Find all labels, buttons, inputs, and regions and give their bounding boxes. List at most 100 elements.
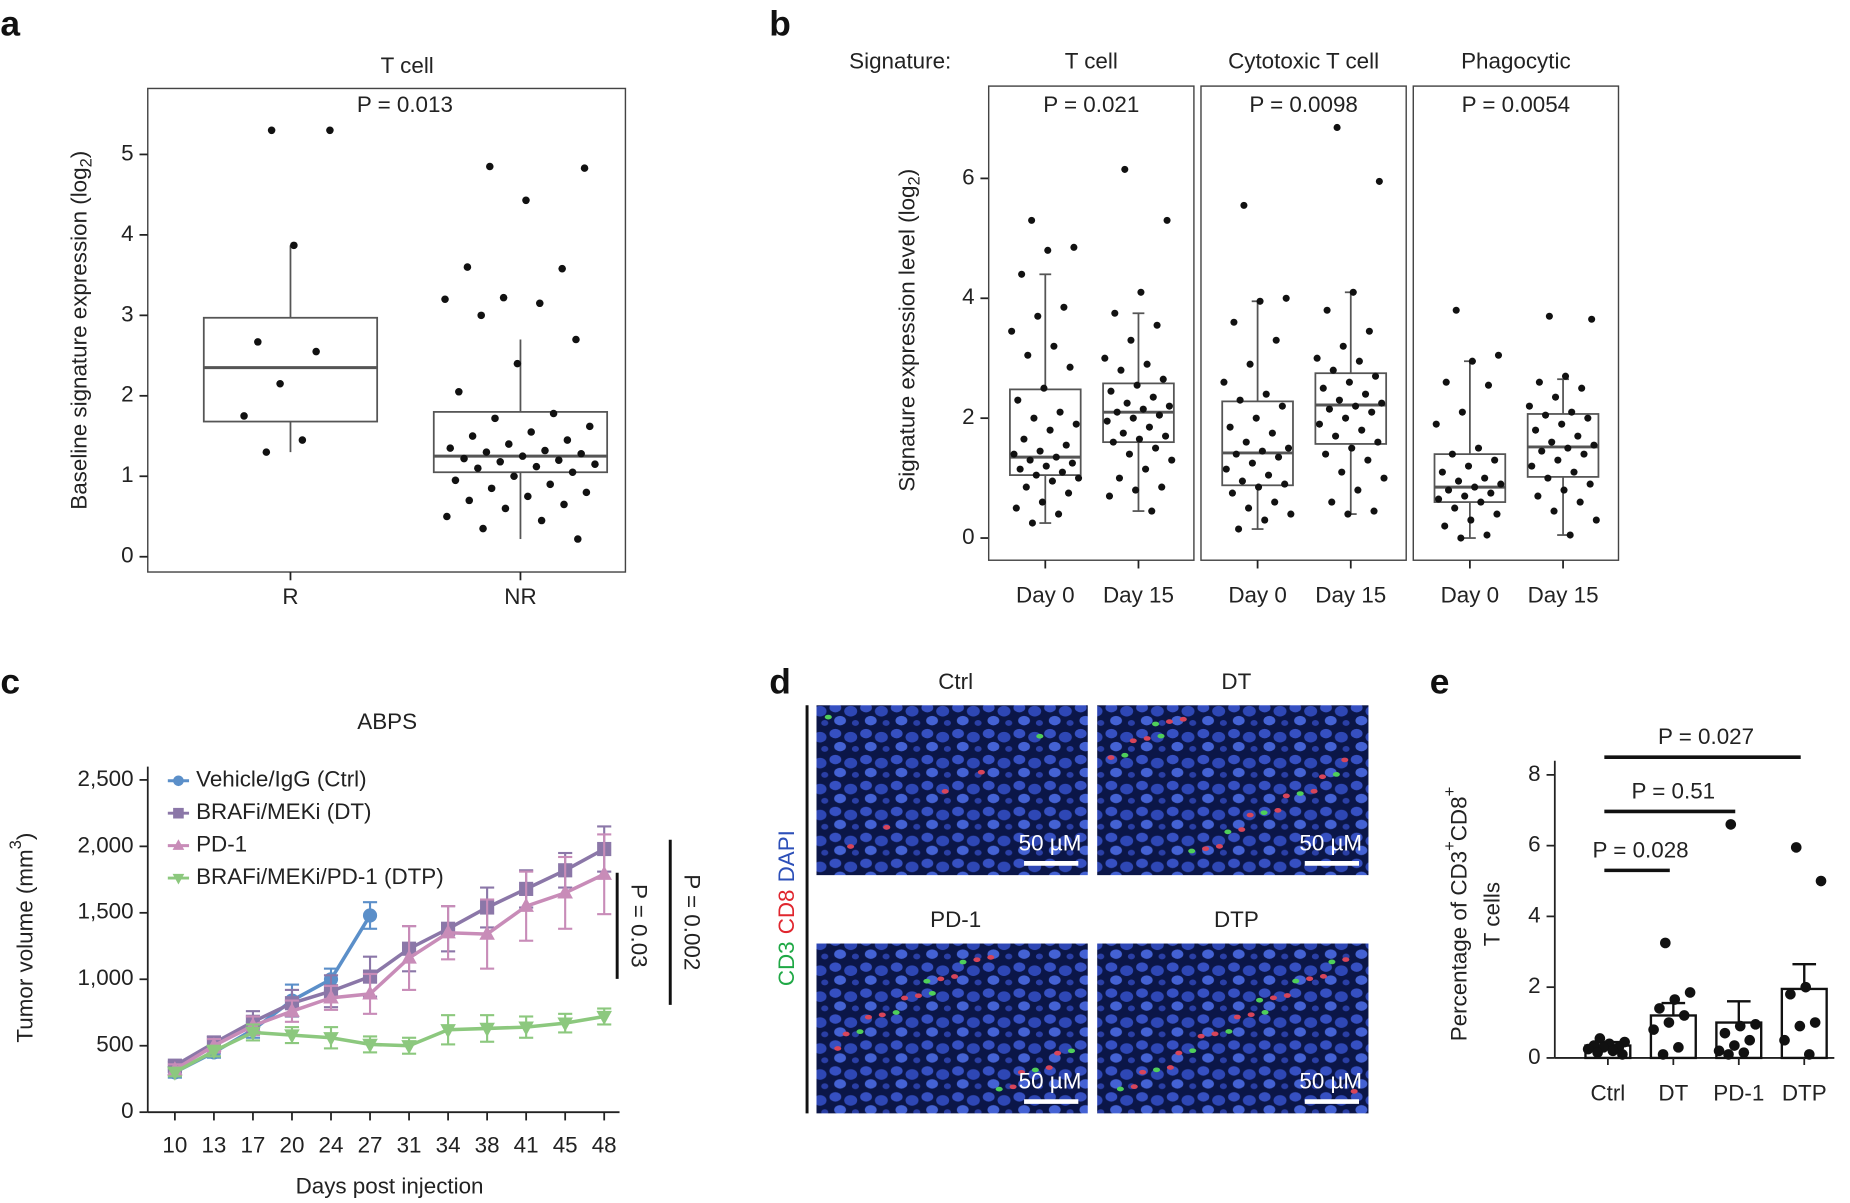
marker (440, 1024, 456, 1039)
marker (557, 884, 573, 899)
y-tick-label: 1 (121, 462, 133, 487)
cell-stain (1283, 993, 1291, 998)
cell-stain (1310, 788, 1318, 794)
point (1165, 402, 1173, 410)
y-axis-label-line2: T cells (1479, 882, 1504, 946)
point (443, 512, 451, 521)
point (499, 293, 508, 302)
y-axis-label-part: Baseline signature expression (log (66, 167, 91, 509)
legend-label: PD-1 (196, 832, 247, 857)
point (1467, 516, 1475, 524)
cell-stain (1116, 1086, 1124, 1092)
x-tick-label: PD-1 (1713, 1080, 1764, 1105)
point (1370, 507, 1378, 515)
y-axis-label-part: 2 (78, 158, 96, 167)
point (591, 460, 599, 468)
point (1588, 315, 1596, 323)
cell-stain (987, 955, 995, 960)
point (1111, 309, 1119, 317)
point (1066, 363, 1074, 371)
y-axis-label: Percentage of CD3+CD8+ (1441, 787, 1471, 1042)
point (1046, 426, 1054, 434)
point (451, 476, 460, 485)
point (1487, 489, 1495, 497)
x-tick-label: Day 0 (1016, 583, 1075, 608)
cell-stain (1188, 848, 1196, 854)
point (1375, 177, 1383, 185)
x-tick-label: 27 (358, 1132, 383, 1157)
y-tick-label: 0 (1528, 1044, 1540, 1069)
point (1014, 396, 1022, 404)
point (1109, 438, 1117, 446)
point (1339, 342, 1347, 350)
cell-stain (1045, 1065, 1053, 1071)
point (1133, 381, 1141, 389)
point (505, 440, 513, 448)
point (262, 448, 271, 456)
cell-stain (1166, 1065, 1174, 1070)
point (1107, 387, 1115, 395)
marker (284, 1002, 300, 1017)
point (1139, 405, 1147, 413)
scale-bar-label: 50 µM (1019, 830, 1082, 855)
y-tick-label: 2 (1528, 973, 1540, 998)
x-tick-label: Day 15 (1103, 583, 1174, 608)
marker (479, 925, 495, 940)
point (1228, 489, 1236, 497)
cell-stain (1282, 793, 1290, 799)
cell-stain (941, 789, 949, 794)
x-tick-label: 17 (240, 1132, 265, 1157)
point (479, 524, 487, 533)
point (1028, 216, 1036, 224)
point (1103, 417, 1111, 425)
point (1240, 201, 1248, 209)
y-tick-label: 0 (121, 1098, 133, 1123)
cell-stain (1225, 1029, 1233, 1034)
point (1497, 480, 1505, 488)
marker (479, 1022, 495, 1037)
cell-stain (1017, 1069, 1026, 1075)
point (441, 295, 449, 304)
point (1669, 994, 1681, 1005)
point (1226, 423, 1234, 431)
x-tick-label: 41 (514, 1132, 539, 1157)
point (1281, 480, 1289, 488)
point (1246, 360, 1254, 368)
x-tick-label: Ctrl (1590, 1080, 1625, 1105)
point (1576, 498, 1584, 506)
point (1362, 390, 1370, 398)
point (491, 414, 499, 423)
cell-stain (1031, 1067, 1039, 1073)
x-tick-label: 13 (201, 1132, 226, 1157)
cell-stain (1215, 844, 1223, 849)
cell-stain (1233, 1014, 1241, 1020)
y-tick-label: 2,000 (78, 832, 134, 857)
x-tick-label: 10 (162, 1132, 187, 1157)
point (1723, 1049, 1734, 1060)
point (1255, 483, 1263, 491)
cell-stain (1036, 733, 1044, 739)
y-tick-label: 6 (962, 164, 974, 189)
point (1790, 842, 1802, 853)
facet-title: Phagocytic (1461, 48, 1571, 73)
y-tick-label: 4 (121, 221, 133, 246)
cell-stain (1107, 755, 1115, 760)
annotation: P = 0.013 (357, 92, 453, 117)
series-line (173, 872, 605, 1072)
point (1018, 270, 1026, 278)
point (1032, 471, 1040, 479)
point (465, 496, 474, 505)
point (1584, 414, 1592, 422)
marker (206, 1045, 222, 1060)
point (1016, 465, 1024, 473)
point (1435, 495, 1443, 503)
point (240, 412, 248, 420)
point (1282, 294, 1290, 302)
point (1236, 396, 1244, 404)
point (1158, 483, 1166, 491)
point (501, 504, 510, 513)
cell-stain (1179, 716, 1187, 722)
facet-label: Signature: (849, 48, 951, 73)
point (1113, 408, 1121, 416)
point (558, 264, 566, 273)
